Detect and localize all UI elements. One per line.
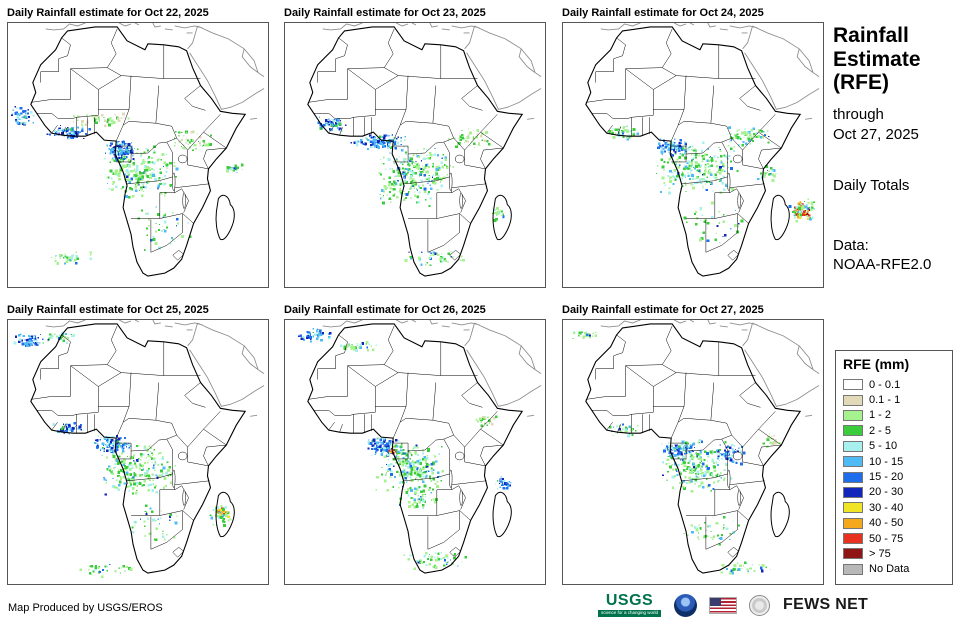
legend-label: 30 - 40 [869, 501, 904, 514]
legend-label: 0.1 - 1 [869, 394, 901, 407]
through-date: Oct 27, 2025 [833, 125, 919, 143]
legend-swatch [843, 486, 863, 498]
map-panel-title: Daily Rainfall estimate for Oct 22, 2025 [7, 7, 209, 19]
africa-map [7, 319, 269, 585]
map-panel-title: Daily Rainfall estimate for Oct 26, 2025 [284, 304, 486, 316]
usgs-tagline: science for a changing world [598, 610, 662, 617]
legend-label: 40 - 50 [869, 517, 904, 530]
legend-entry: 0 - 0.1 [843, 377, 945, 392]
legend-entry: 40 - 50 [843, 516, 945, 531]
map-panel-title: Daily Rainfall estimate for Oct 27, 2025 [562, 304, 764, 316]
data-source: NOAA-RFE2.0 [833, 256, 932, 274]
map-panel: Daily Rainfall estimate for Oct 22, 2025 [7, 6, 269, 288]
legend-swatch [843, 517, 863, 529]
legend-entry: 5 - 10 [843, 439, 945, 454]
logo-strip: USGS science for a changing world FEWS N… [598, 590, 868, 620]
legend-swatch [843, 456, 863, 468]
through-label: through [833, 106, 884, 124]
map-panel-title: Daily Rainfall estimate for Oct 24, 2025 [562, 7, 764, 19]
legend-swatch [843, 379, 863, 391]
legend-swatch [843, 425, 863, 437]
map-panel: Daily Rainfall estimate for Oct 27, 2025 [562, 303, 824, 585]
legend-label: No Data [869, 563, 910, 576]
legend-swatch [843, 502, 863, 514]
map-panel: Daily Rainfall estimate for Oct 26, 2025 [284, 303, 546, 585]
legend-entry: 20 - 30 [843, 485, 945, 500]
africa-map [7, 22, 269, 288]
fews-net-logo: FEWS NET [783, 596, 869, 613]
legend-entry: 2 - 5 [843, 423, 945, 438]
legend-label: 20 - 30 [869, 486, 904, 499]
legend-swatch [843, 409, 863, 421]
legend-swatch [843, 533, 863, 545]
legend-label: 1 - 2 [869, 409, 892, 422]
map-panel-title: Daily Rainfall estimate for Oct 23, 2025 [284, 7, 486, 19]
africa-map [284, 22, 546, 288]
legend-swatch [843, 394, 863, 406]
map-panel: Daily Rainfall estimate for Oct 23, 2025 [284, 6, 546, 288]
legend-label: 2 - 5 [869, 424, 892, 437]
data-label: Data: [833, 236, 869, 254]
totals-label: Daily Totals [833, 177, 910, 195]
africa-map [562, 319, 824, 585]
legend-entry: 1 - 2 [843, 408, 945, 423]
legend-entry: 30 - 40 [843, 500, 945, 515]
map-credit: Map Produced by USGS/EROS [8, 602, 163, 614]
usgs-logo: USGS science for a changing world [598, 592, 662, 617]
us-flag-icon [709, 596, 738, 614]
legend-entry: 10 - 15 [843, 454, 945, 469]
legend-entry: 0.1 - 1 [843, 392, 945, 407]
map-panel-title: Daily Rainfall estimate for Oct 25, 2025 [7, 304, 209, 316]
legend: RFE (mm) 0 - 0.1 0.1 - 1 1 - 2 2 - 5 5 - 10 1… [835, 350, 953, 586]
legend-swatch [843, 548, 863, 560]
legend-label: 15 - 20 [869, 471, 904, 484]
africa-map [562, 22, 824, 288]
legend-label: > 75 [869, 547, 891, 560]
legend-label: 10 - 15 [869, 455, 904, 468]
map-panel: Daily Rainfall estimate for Oct 24, 2025 [562, 6, 824, 288]
legend-swatch [843, 563, 863, 575]
legend-swatch [843, 440, 863, 452]
usgs-logo-text: USGS [605, 592, 654, 610]
legend-title: RFE (mm) [843, 356, 910, 372]
legend-label: 0 - 0.1 [869, 378, 901, 391]
legend-label: 5 - 10 [869, 440, 898, 453]
legend-entry: 15 - 20 [843, 469, 945, 484]
page-title: Rainfall Estimate (RFE) [833, 24, 921, 95]
legend-label: 50 - 75 [869, 532, 904, 545]
legend-entry: No Data [843, 562, 945, 577]
legend-entry: > 75 [843, 546, 945, 561]
sidebar: Rainfall Estimate (RFE) through Oct 27, … [833, 24, 965, 275]
us-seal-icon [749, 594, 771, 616]
legend-rows: 0 - 0.1 0.1 - 1 1 - 2 2 - 5 5 - 10 10 - 15 15 … [843, 377, 945, 577]
legend-entry: 50 - 75 [843, 531, 945, 546]
map-panel: Daily Rainfall estimate for Oct 25, 2025 [7, 303, 269, 585]
africa-map [284, 319, 546, 585]
noaa-logo-icon [674, 593, 698, 617]
legend-swatch [843, 471, 863, 483]
